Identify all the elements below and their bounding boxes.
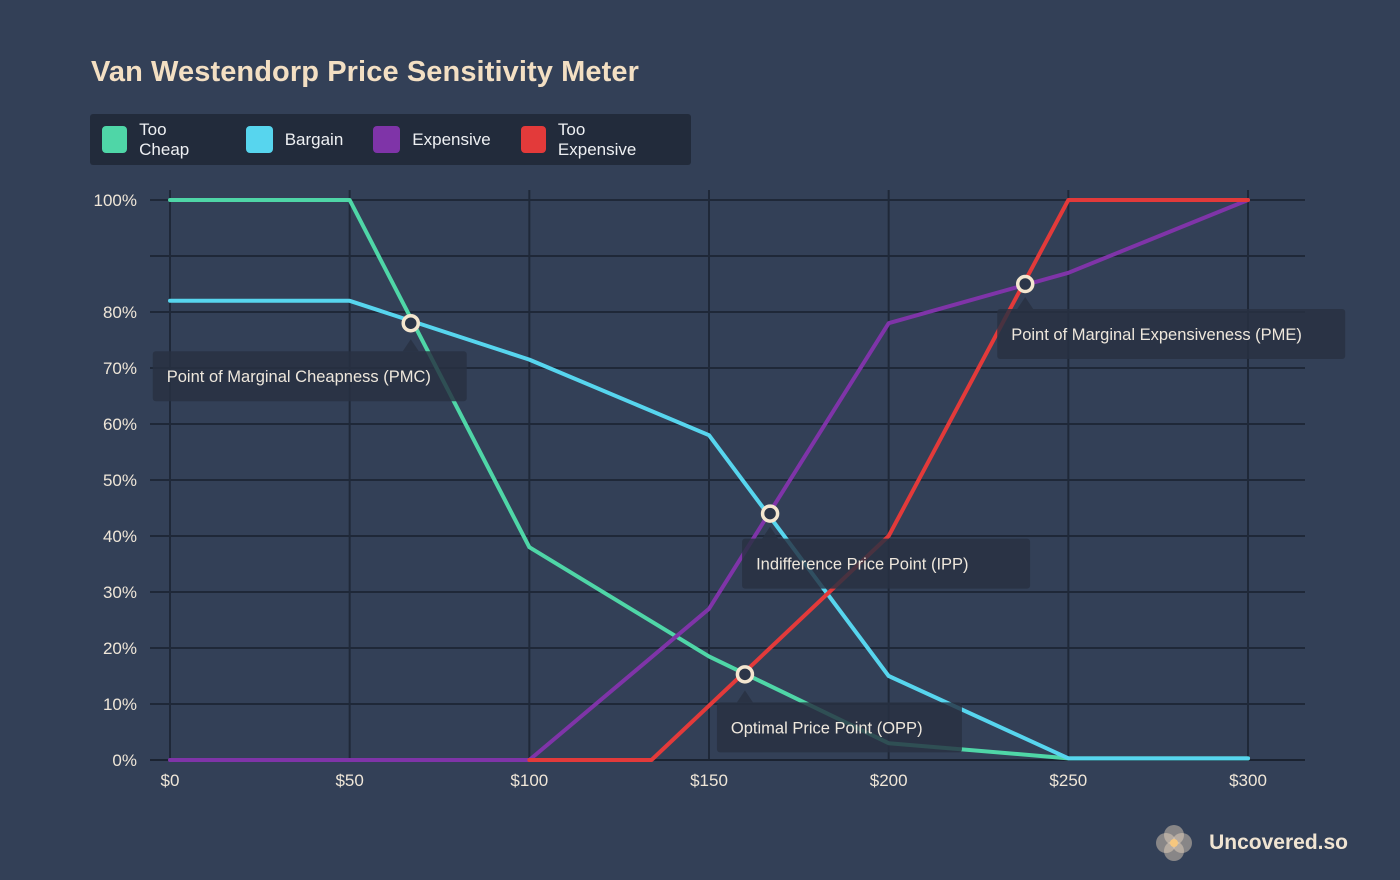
annotation-label: Optimal Price Point (OPP) xyxy=(731,719,923,737)
legend-label-expensive: Expensive xyxy=(412,129,491,149)
legend-item-expensive[interactable]: Expensive xyxy=(373,126,491,153)
series-line-too-expensive xyxy=(527,198,1250,762)
y-tick-label: 20% xyxy=(103,639,137,658)
y-tick-label: 30% xyxy=(103,583,137,602)
annotation-pointer xyxy=(402,339,419,352)
y-tick-label: 80% xyxy=(103,303,137,322)
annotation-box xyxy=(997,309,1346,359)
annotation-pointer xyxy=(1017,297,1034,309)
annotations: Point of Marginal Cheapness (PMC) Indiffe… xyxy=(152,297,1346,753)
point-marker xyxy=(1015,274,1035,294)
y-tick-label: 50% xyxy=(103,471,137,490)
annotation-markers xyxy=(401,274,1035,684)
annotation-box xyxy=(152,351,467,402)
brand-name: Uncovered.so xyxy=(1209,831,1348,854)
x-tick-label: $100 xyxy=(510,771,548,790)
y-tick-labels: 0% 10% 20% 30% 40% 50% 60% 70% 80% 100% xyxy=(94,191,137,770)
point-marker xyxy=(760,504,780,523)
annotation-box xyxy=(716,702,962,753)
legend-item-too-cheap[interactable]: Too Cheap xyxy=(102,120,216,160)
y-tick-label: 60% xyxy=(103,415,137,434)
legend-item-bargain[interactable]: Bargain xyxy=(245,126,344,153)
annotation-pointer xyxy=(736,690,753,703)
annotation-pointer xyxy=(762,526,779,539)
grid xyxy=(150,190,1305,761)
annotation-label: Point of Marginal Expensiveness (PME) xyxy=(1011,326,1302,344)
y-tick-label: 100% xyxy=(94,191,137,210)
legend-label-too-expensive: Too Expensive xyxy=(557,119,637,159)
x-tick-label: $250 xyxy=(1049,771,1087,790)
annotation-label: Point of Marginal Cheapness (PMC) xyxy=(167,368,431,386)
brand: Uncovered.so xyxy=(1153,822,1348,864)
annotation-label: Indifference Price Point (IPP) xyxy=(756,556,968,574)
x-tick-label: $0 xyxy=(161,771,180,790)
series-line-bargain xyxy=(168,298,1250,761)
y-tick-label: 0% xyxy=(112,751,137,770)
x-tick-labels: $0 $50 $100 $150 $200 $250 $300 xyxy=(161,771,1267,790)
series-lines xyxy=(168,198,1250,762)
flower-logo-icon xyxy=(1156,825,1193,861)
legend-swatch-too-expensive xyxy=(520,126,546,153)
legend-label-bargain: Bargain xyxy=(284,129,344,149)
chart-legend: Too Cheap Bargain Expensive Too Expensiv… xyxy=(90,114,691,165)
legend-swatch-expensive xyxy=(373,126,401,153)
x-tick-label: $50 xyxy=(335,771,363,790)
point-marker xyxy=(401,313,421,333)
y-tick-label: 70% xyxy=(103,359,137,378)
legend-swatch-too-cheap xyxy=(102,126,128,153)
x-tick-label: $300 xyxy=(1229,771,1267,790)
legend-label-too-cheap: Too Cheap xyxy=(139,119,190,159)
legend-swatch-bargain xyxy=(245,126,273,153)
x-tick-label: $200 xyxy=(870,771,908,790)
legend-item-too-expensive[interactable]: Too Expensive xyxy=(520,119,661,160)
y-tick-label: 40% xyxy=(103,527,137,546)
annotation-box xyxy=(742,538,1031,589)
x-tick-label: $150 xyxy=(690,771,728,790)
series-line-expensive xyxy=(168,198,1250,762)
chart-title: Van Westendorp Price Sensitivity Meter xyxy=(91,56,640,88)
point-marker xyxy=(735,665,755,684)
y-tick-label: 10% xyxy=(103,695,137,714)
